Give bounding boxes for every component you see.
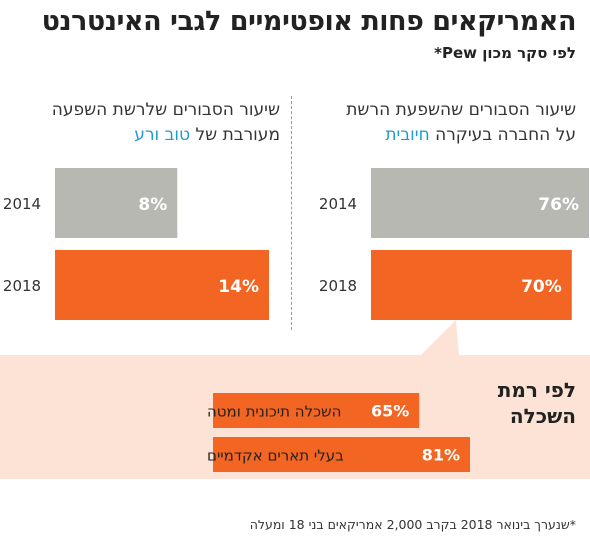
left-panel-heading-text: מעורבת של: [190, 125, 280, 145]
left-panel-value-label-2014: 8%: [138, 195, 167, 215]
right-panel-value-label-2014: 76%: [538, 195, 579, 215]
left-panel-heading-line2: מעורבת של טוב ורע: [52, 123, 280, 148]
left-panel-year-label-2014: 2014: [3, 195, 41, 213]
education-category-label-1: השכלה תיכונית ומטה: [207, 403, 341, 421]
education-bar-1: [213, 393, 420, 428]
left-panel-bar-2014: [55, 168, 178, 238]
right-panel-heading-line2: על החברה בעיקרה חיובית: [346, 123, 576, 148]
left-panel-bar-2018: [55, 250, 269, 320]
education-value-label-1: 65%: [371, 402, 409, 421]
left-panel-heading: שיעור הסבורים שלרשת השפעה מעורבת של טוב …: [52, 98, 280, 148]
page-subtitle: לפי סקר מכון Pew*: [434, 44, 576, 62]
education-bar-2: [213, 437, 470, 472]
education-category-label-2: בעלי תארים אקדמיים: [207, 447, 344, 465]
panel-divider: [291, 96, 292, 330]
right-panel-heading-line1: שיעור הסבורים שהשפעת הרשת: [346, 100, 576, 120]
right-panel-heading-highlight: חיובית: [385, 125, 430, 145]
right-panel-bar-2018: [371, 250, 572, 320]
left-panel-value-label-2018: 14%: [218, 277, 259, 297]
education-heading-line1: לפי רמת: [497, 378, 576, 402]
left-panel-heading-highlight: טוב ורע: [134, 125, 191, 145]
right-panel-value-label-2018: 70%: [521, 277, 562, 297]
page-title: האמריקאים פחות אופטימיים לגבי האינטרנט: [41, 6, 577, 37]
right-panel-bar-2014: [371, 168, 589, 238]
right-panel-year-label-2014: 2014: [319, 195, 357, 213]
right-panel-heading-text: על החברה בעיקרה: [429, 125, 576, 145]
education-heading: לפי רמת השכלה: [498, 377, 576, 429]
right-panel-year-label-2018: 2018: [319, 277, 357, 295]
education-pointer: [420, 320, 459, 356]
footnote: *שנערך בינואר 2018 בקרב 2,000 אמריקאים ב…: [249, 517, 576, 532]
right-panel-heading: שיעור הסבורים שהשפעת הרשת על החברה בעיקר…: [346, 98, 576, 148]
left-panel-year-label-2018: 2018: [3, 277, 41, 295]
left-panel-heading-line1: שיעור הסבורים שלרשת השפעה: [51, 100, 280, 120]
education-heading-line2: השכלה: [509, 404, 576, 428]
education-value-label-2: 81%: [422, 446, 460, 465]
